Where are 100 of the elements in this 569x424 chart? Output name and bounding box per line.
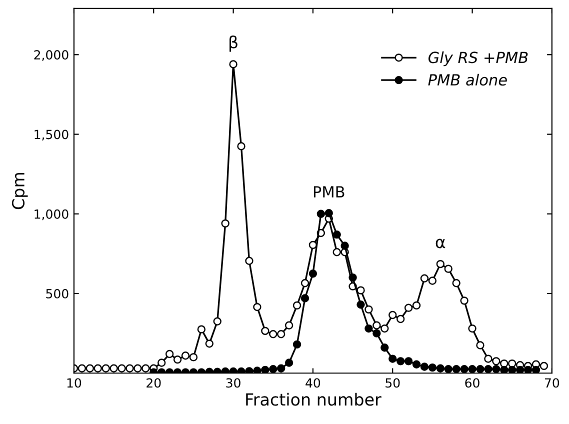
point [476,341,484,350]
legend-label: PMB alone [428,74,507,86]
point [245,367,254,374]
point [396,314,405,324]
point [484,365,492,374]
point [372,329,381,338]
point [428,363,437,372]
point [388,310,397,320]
point [540,362,548,370]
point [324,208,333,218]
legend-label: Gly RS +PMB [428,51,528,66]
point [308,240,318,250]
point [516,366,524,374]
point [300,294,310,302]
point [452,279,460,288]
point [197,325,206,334]
point [276,364,286,372]
point [300,279,310,288]
point [269,330,278,338]
x-axis-title: Fraction number [246,392,382,406]
point [261,326,270,336]
point [158,358,166,367]
point [261,366,270,374]
point [420,362,429,371]
x-tick-label: 10 [67,378,82,388]
point [356,300,365,309]
point [284,321,294,330]
point [476,365,484,374]
point [292,301,302,310]
point [396,357,405,366]
point [484,354,492,363]
point [444,264,452,273]
point [276,330,286,338]
point [340,242,349,250]
point [380,344,389,352]
y-tick-label: 1,000 [34,209,68,220]
y-tick-label: 1,500 [34,130,68,140]
point [316,210,326,218]
point [356,286,365,294]
annotation: β [230,35,238,52]
point [404,357,413,366]
point [173,355,182,364]
point [237,367,246,374]
point [213,368,222,374]
y-tick-label: 500 [46,288,68,298]
point [420,274,429,282]
point [500,366,508,374]
point [492,357,500,366]
point [428,276,437,285]
point [245,256,254,265]
point [372,321,381,330]
point [126,364,134,372]
point [412,301,421,310]
x-tick-label: 40 [306,378,320,388]
point [292,340,302,349]
y-axis-title: Cpm [12,172,28,210]
point [364,324,373,333]
point [134,364,142,372]
point [452,365,460,374]
point [221,367,230,374]
point [508,366,516,374]
point [284,358,294,367]
point [332,230,341,239]
point [468,365,476,374]
point [412,360,421,368]
point [444,365,452,374]
point [102,364,110,372]
point [205,340,214,348]
point [94,364,102,372]
point [253,366,262,374]
point [436,260,445,268]
x-tick-label: 20 [146,378,161,388]
point [332,248,341,256]
point [110,364,118,372]
point [460,296,468,305]
point [205,368,214,374]
point [532,366,540,374]
point [229,60,238,68]
point [436,364,445,372]
annotation: PMB [314,186,344,198]
point [78,364,86,372]
annotation: α [436,238,446,248]
point [524,366,532,374]
point [229,367,238,374]
point [380,324,389,333]
point [404,304,413,312]
point [388,354,397,363]
point [189,353,198,362]
point [364,305,373,314]
x-tick-label: 70 [545,378,560,388]
point [221,219,230,228]
point [142,364,150,372]
point [237,142,246,150]
point [213,317,222,326]
point [86,364,94,372]
x-tick-label: 50 [386,378,400,388]
x-tick-label: 60 [465,378,480,388]
point [492,365,500,374]
point [468,324,476,333]
x-tick-label: 30 [226,378,240,388]
